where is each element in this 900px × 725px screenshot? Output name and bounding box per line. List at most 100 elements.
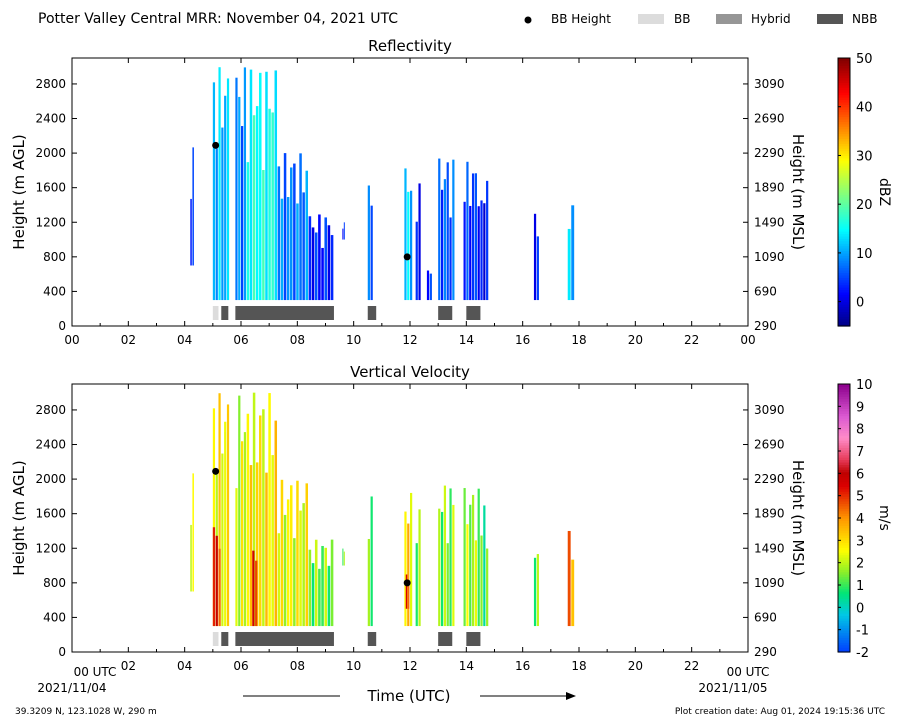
data-cell: [192, 147, 194, 266]
colorbar-segment: [838, 630, 850, 634]
colorbar-segment: [838, 410, 850, 414]
colorbar-segment: [838, 593, 850, 597]
colorbar-segment: [838, 527, 850, 531]
x-tick-label: 12: [402, 333, 417, 347]
colorbar-segment: [838, 388, 850, 392]
x-tick-label: 06: [233, 659, 248, 673]
colorbar-segment: [838, 123, 850, 127]
colorbar-segment: [838, 649, 850, 653]
data-cell: [330, 235, 334, 301]
colorbar-segment: [838, 598, 850, 602]
colorbar-segment: [838, 427, 850, 431]
colorbar-segment: [838, 126, 850, 130]
data-cell: [483, 203, 486, 301]
colorbar-segment: [838, 272, 850, 276]
y-axis-label: Height (m AGL): [10, 134, 28, 249]
colorbar-tick-label: 20: [856, 198, 873, 213]
data-cell: [370, 205, 373, 301]
x-tick-label: 12: [402, 659, 417, 673]
colorbar-segment: [838, 442, 850, 446]
colorbar-segment: [838, 155, 850, 159]
data-cell: [480, 535, 483, 627]
colorbar-tick-label: 10: [856, 247, 873, 262]
colorbar-segment: [838, 162, 850, 166]
colorbar-segment: [838, 454, 850, 458]
colorbar-segment: [838, 447, 850, 451]
colorbar-segment: [838, 464, 850, 468]
data-cell: [449, 217, 452, 301]
bright-band-bar-nbb: [438, 632, 453, 646]
colorbar-segment: [838, 228, 850, 232]
data-cell: [293, 538, 296, 627]
x-tick-label: 14: [459, 659, 474, 673]
data-cell: [259, 415, 262, 627]
data-cell: [226, 78, 230, 301]
x-tick-label: 06: [233, 333, 248, 347]
data-cell: [224, 421, 227, 627]
x-tick-label: 16: [515, 659, 530, 673]
colorbar-segment: [838, 92, 850, 96]
data-cell: [443, 179, 447, 301]
y-axis-label: Height (m AGL): [10, 460, 28, 575]
colorbar-segment: [838, 583, 850, 587]
y-tick-label: 1200: [35, 215, 66, 229]
colorbar-segment: [838, 574, 850, 578]
bright-band-bar-nbb: [221, 632, 229, 646]
legend-swatch-hybrid: [716, 14, 742, 24]
data-cell: [407, 582, 410, 609]
colorbar-segment: [838, 588, 850, 592]
colorbar-segment: [838, 114, 850, 118]
colorbar-segment: [838, 556, 850, 561]
colorbar-tick-label: 3: [856, 534, 864, 549]
bb-height-marker: [212, 467, 220, 475]
colorbar-segment: [838, 299, 850, 303]
x-tick-label: 00: [740, 333, 755, 347]
x-axis-label: Time (UTC): [367, 687, 451, 705]
colorbar-segment: [838, 104, 850, 108]
x-tick-label: 10: [346, 659, 361, 673]
data-cell: [293, 163, 296, 301]
colorbar-segment: [838, 595, 850, 599]
colorbar-segment: [838, 131, 850, 135]
bright-band-bar-bb: [212, 632, 219, 646]
data-cell: [218, 67, 221, 301]
x-tick-end-utc: 00 UTC: [727, 665, 770, 679]
colorbar-segment: [838, 505, 850, 509]
y-tick-label: 800: [43, 576, 66, 590]
x-tick-label: 10: [346, 333, 361, 347]
colorbar-segment: [838, 403, 850, 407]
y-tick-label: 2000: [35, 146, 66, 160]
colorbar-segment: [838, 422, 850, 427]
plot-creation-date: Plot creation date: Aug 01, 2024 19:15:3…: [675, 707, 885, 717]
colorbar-label: m/s: [876, 505, 892, 531]
x-tick-label: 02: [121, 333, 136, 347]
colorbar-segment: [838, 384, 850, 388]
colorbar-tick-label: -2: [856, 646, 869, 661]
colorbar-segment: [838, 515, 850, 519]
data-cell: [212, 82, 216, 301]
data-cell: [221, 127, 224, 301]
colorbar-segment: [838, 118, 850, 122]
data-cell: [438, 158, 441, 301]
colorbar-segment: [838, 561, 850, 565]
colorbar-segment: [838, 196, 850, 200]
colorbar-segment: [838, 306, 850, 310]
colorbar-segment: [838, 639, 850, 643]
colorbar-segment: [838, 539, 850, 543]
y2-tick-label: 1090: [754, 576, 785, 590]
colorbar-segment: [838, 549, 850, 553]
data-cell: [224, 95, 227, 301]
y2-tick-label: 1490: [754, 215, 785, 229]
data-cell: [243, 432, 247, 627]
data-cell: [474, 540, 477, 627]
colorbar-segment: [838, 82, 850, 86]
colorbar-segment: [838, 642, 850, 646]
colorbar-segment: [838, 77, 850, 81]
data-cell: [471, 173, 475, 301]
y-tick-label: 1600: [35, 181, 66, 195]
colorbar-segment: [838, 145, 850, 149]
y-tick-label: 2400: [35, 112, 66, 126]
data-cell: [190, 198, 192, 266]
data-cell: [249, 465, 253, 627]
colorbar-segment: [838, 566, 850, 570]
